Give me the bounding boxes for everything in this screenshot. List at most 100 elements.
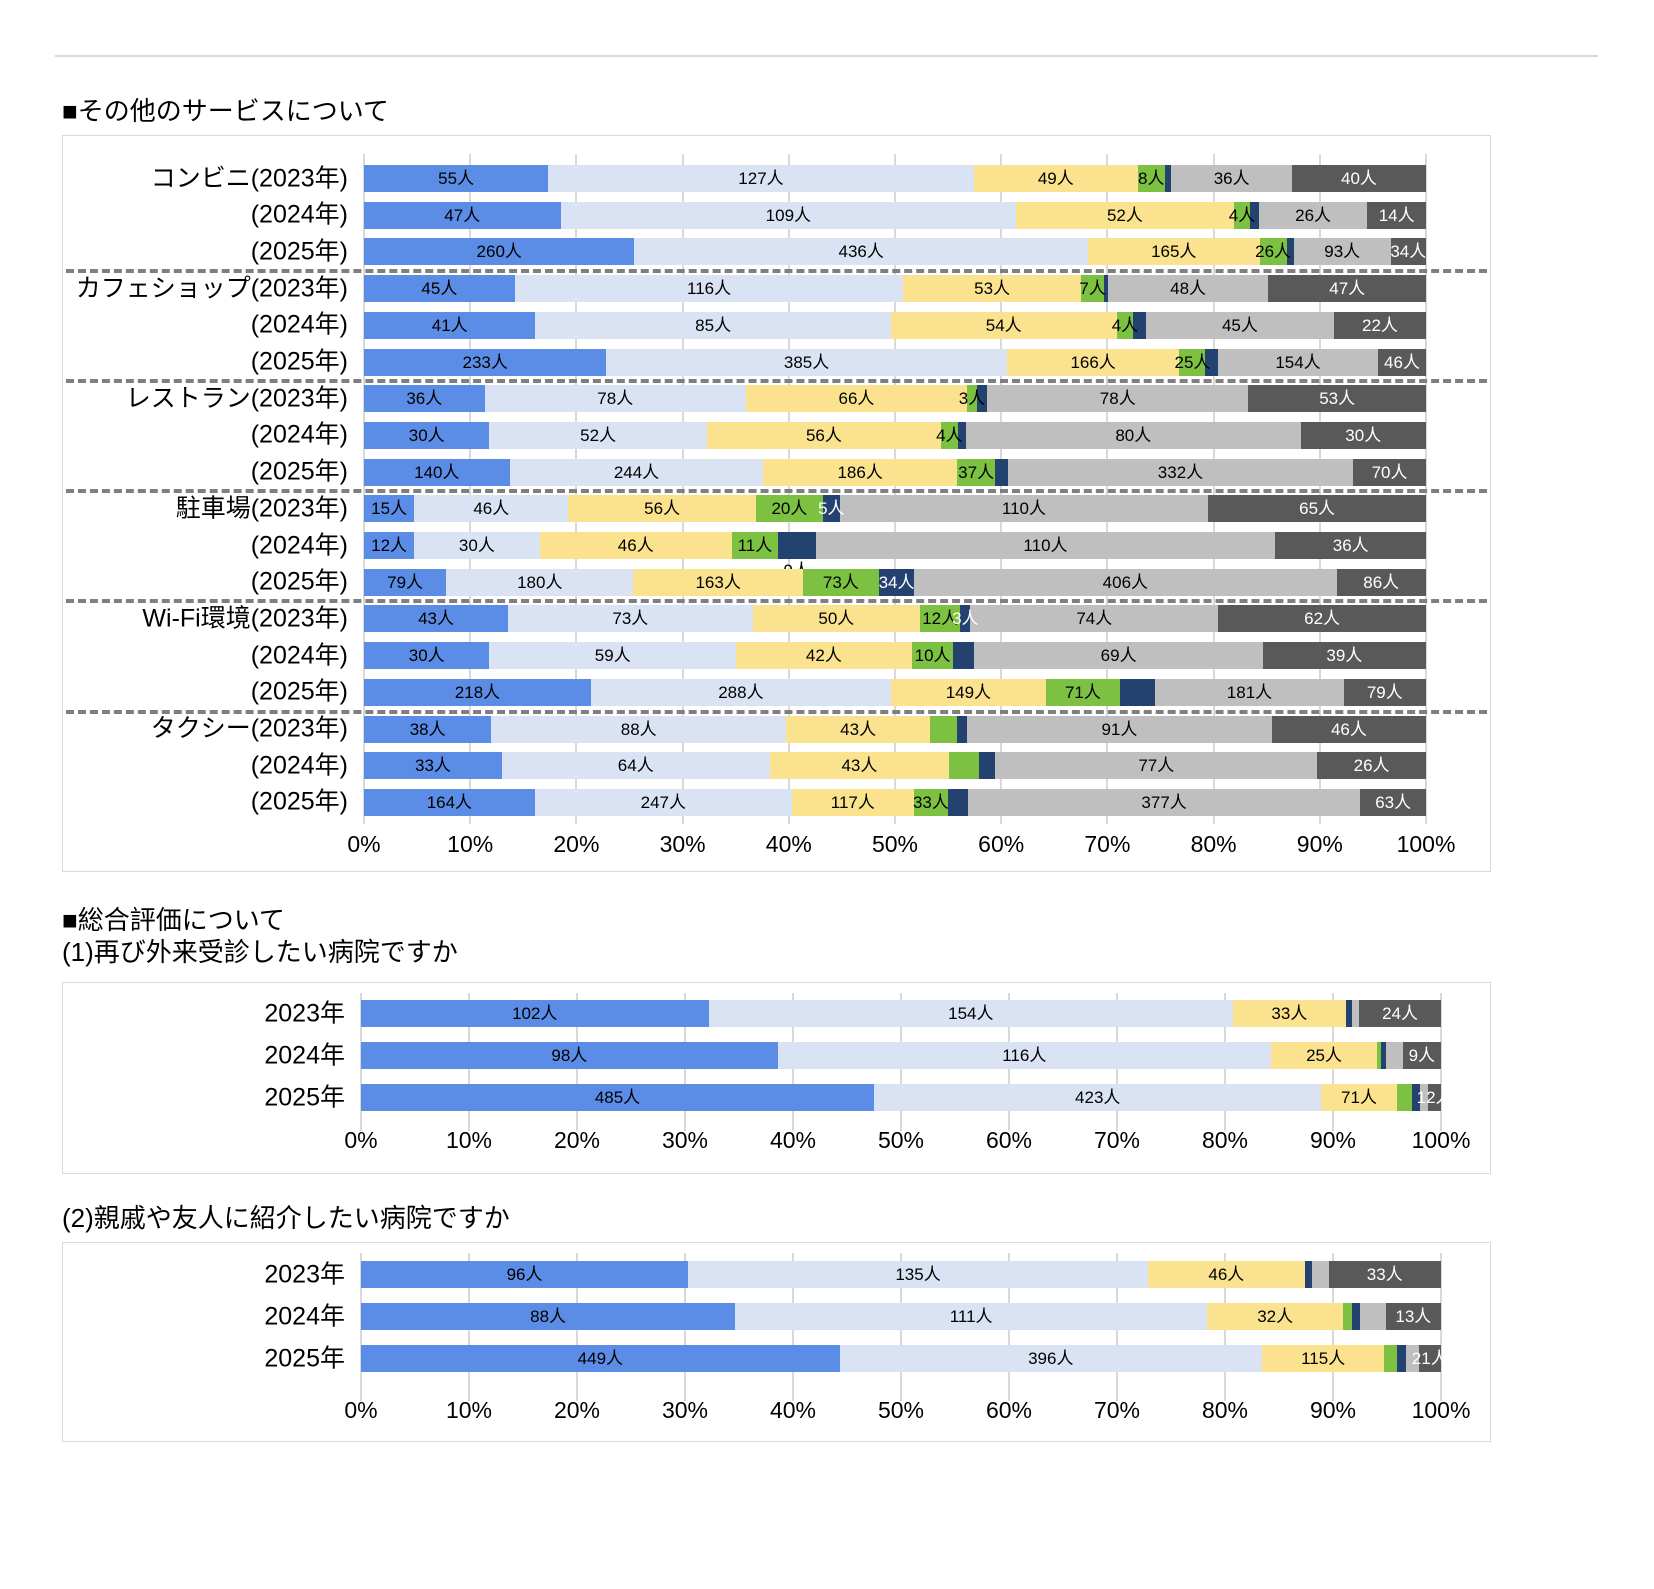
bar-segment: 59人 xyxy=(489,642,737,670)
bar-segment xyxy=(948,788,968,816)
segment-value-label: 34人 xyxy=(878,572,915,592)
segment-value-label: 30人 xyxy=(458,536,495,555)
segment-value-label: 65人 xyxy=(1299,499,1336,519)
segment-value-label: 53人 xyxy=(974,279,1011,299)
bar-segment: 135人 xyxy=(688,1261,1148,1288)
row-label: 駐車場(2023年) xyxy=(175,494,348,523)
group-separator xyxy=(66,269,1487,274)
segment-value-label: 165人 xyxy=(1151,242,1197,262)
bar-segment: 33人 xyxy=(1328,1261,1441,1288)
row-label: (2025年) xyxy=(250,237,348,266)
segment-value-label: 36人 xyxy=(1213,169,1250,188)
bar-track: 41人 85人 54人 4人 45人 22人 xyxy=(364,311,1426,339)
bar-segment: 50人 xyxy=(752,605,921,633)
segment-value-label: 85人 xyxy=(695,315,732,335)
axis-tick-label: 30% xyxy=(659,831,706,857)
bar-segment: 38人 xyxy=(364,715,492,743)
segment-value-label: 43人 xyxy=(418,609,454,629)
segment-value-label: 56人 xyxy=(644,499,681,519)
bar-segment xyxy=(930,715,957,743)
bar-track: 47人 109人 52人 4人 26人 14人 xyxy=(364,201,1426,229)
bar-track: 55人 127人 49人 8人 36人 40人 xyxy=(364,165,1426,192)
bar-segment: 396人 xyxy=(839,1345,1262,1372)
bar-track: 38人 88人 43人 91人 46人 xyxy=(364,715,1426,743)
bar-track: 164人 247人 117人 33人 377人 63人 xyxy=(364,788,1426,816)
bar-track: 30人 52人 56人 4人 80人 30人 xyxy=(364,421,1426,449)
segment-value-label: 50人 xyxy=(818,609,855,629)
bar-track: 260人 436人 165人 26人 93人 34人 xyxy=(364,238,1426,266)
bar-segment: 77人 xyxy=(995,752,1318,780)
segment-value-label: 26人 xyxy=(1295,205,1332,225)
bar-segment: 43人 xyxy=(364,605,509,633)
bar-segment: 69人 xyxy=(974,642,1263,670)
segment-value-label: 233人 xyxy=(462,352,508,372)
bar-segment: 36人 xyxy=(364,385,485,413)
axis-tick-label: 50% xyxy=(877,1127,925,1153)
bar-segment: 96人 xyxy=(361,1261,689,1288)
bar-segment: 25人 xyxy=(1270,1042,1378,1069)
bar-segment xyxy=(1205,348,1218,376)
segment-value-label: 11人 xyxy=(737,536,773,555)
bar-track: 36人 78人 66人 3人 78人 53人 xyxy=(364,385,1426,413)
row-label: タクシー(2023年) xyxy=(150,714,348,743)
bar-segment: 233人 xyxy=(364,348,607,376)
bar-segment xyxy=(1286,238,1294,266)
page-top-divider xyxy=(55,55,1598,57)
bar-segment: 5人 xyxy=(818,495,845,523)
axis-tick-label: 40% xyxy=(765,831,812,857)
bar-segment: 71人 xyxy=(1045,678,1120,706)
axis-tick-label: 20% xyxy=(553,1397,601,1423)
bar-segment: 247人 xyxy=(534,788,792,816)
segment-value-label: 46人 xyxy=(1330,719,1367,739)
axis-tick-label: 90% xyxy=(1296,831,1343,857)
segment-value-label: 88人 xyxy=(620,719,657,739)
axis-tick-label: 100% xyxy=(1411,1127,1471,1153)
bar-segment: 423人 xyxy=(874,1084,1322,1111)
gridline xyxy=(787,154,790,824)
bar-segment: 110人 xyxy=(839,495,1209,523)
axis-tick-label: 50% xyxy=(871,831,919,857)
bar-segment xyxy=(777,532,816,559)
bar-segment: 244人 xyxy=(509,458,764,486)
segment-value-label: 93人 xyxy=(1324,242,1361,262)
bar-segment: 46人 xyxy=(414,495,569,523)
segment-value-label: 24人 xyxy=(1382,1004,1419,1023)
bar-segment: 140人 xyxy=(364,458,510,486)
segment-value-label: 218人 xyxy=(454,682,501,702)
bar-segment xyxy=(978,752,996,780)
segment-value-label: 38人 xyxy=(409,719,446,739)
bar-segment xyxy=(1381,1042,1386,1069)
bar-segment: 45人 xyxy=(1145,311,1334,339)
segment-value-label: 116人 xyxy=(1002,1046,1047,1065)
bar-segment: 436人 xyxy=(634,238,1088,266)
bar-segment: 15人 xyxy=(364,495,415,523)
segment-value-label: 33人 xyxy=(1366,1265,1403,1284)
bar-segment xyxy=(957,421,967,449)
segment-value-label: 62人 xyxy=(1304,609,1341,629)
bar-segment xyxy=(1385,1042,1403,1069)
bar-segment: 165人 xyxy=(1087,238,1260,266)
axis-tick-label: 0% xyxy=(347,831,381,857)
bar-segment: 449人 xyxy=(361,1345,840,1372)
segment-value-label: 78人 xyxy=(597,389,634,409)
bar-segment: 47人 xyxy=(364,201,561,229)
bar-segment: 54人 xyxy=(890,311,1117,339)
gridline xyxy=(894,154,896,824)
segment-value-label: 102人 xyxy=(512,1004,558,1023)
bar-segment: 164人 xyxy=(364,788,535,816)
bar-segment: 93人 xyxy=(1293,238,1391,266)
group-separator xyxy=(66,379,1487,384)
row-label: 2025年 xyxy=(264,1083,345,1111)
chart-other-services: コンビニ(2023年) 55人 127人 49人 8人 36人 40人 (2024年) 47人 1… xyxy=(62,135,1491,872)
bar-segment xyxy=(1352,1000,1360,1027)
bar-track: 15人 46人 56人 20人 5人 110人 65人 xyxy=(364,495,1426,523)
segment-value-label: 30人 xyxy=(1345,425,1382,445)
segment-value-label: 9人 xyxy=(1408,1046,1436,1065)
segment-value-label: 12人 xyxy=(1416,1088,1453,1107)
bar-segment: 88人 xyxy=(491,715,787,743)
bar-segment: 149人 xyxy=(890,678,1046,706)
bar-segment: 52人 xyxy=(1016,201,1234,229)
bar-segment: 33人 xyxy=(364,752,502,780)
bar-track: 45人 116人 53人 7人 48人 47人 xyxy=(364,275,1426,303)
bar-segment: 30人 xyxy=(364,642,490,670)
